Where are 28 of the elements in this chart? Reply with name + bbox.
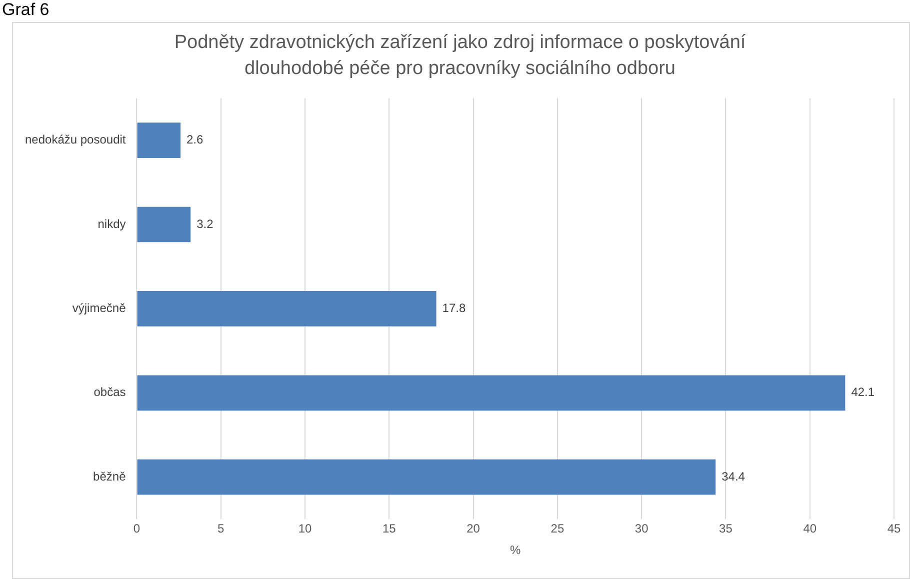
x-tick-label: 10 bbox=[298, 522, 312, 536]
chart-title: Podněty zdravotnických zařízení jako zdroj informace o poskytování dlouhodobé péče pro pracovníky sociálního odboru bbox=[173, 31, 747, 81]
data-label: 34.4 bbox=[722, 469, 746, 484]
data-label: 17.8 bbox=[442, 301, 466, 316]
bar bbox=[137, 375, 846, 411]
x-tick-label: 45 bbox=[887, 522, 901, 536]
x-tick-label: 40 bbox=[803, 522, 817, 536]
x-tick-label: 30 bbox=[634, 522, 649, 536]
data-label: 2.6 bbox=[186, 132, 204, 147]
x-axis-title: % bbox=[510, 543, 522, 558]
bar bbox=[137, 206, 191, 242]
y-tick-label: nikdy bbox=[98, 216, 126, 231]
data-label: 42.1 bbox=[851, 385, 875, 400]
y-tick-label: výjimečně bbox=[72, 301, 126, 316]
x-tick-label: 20 bbox=[466, 522, 480, 536]
x-tick-label: 15 bbox=[382, 522, 396, 536]
data-label: 3.2 bbox=[196, 216, 214, 231]
bar bbox=[137, 122, 180, 158]
x-tick-label: 35 bbox=[719, 522, 733, 536]
bar bbox=[137, 291, 436, 326]
x-tick-label: 0 bbox=[133, 522, 140, 536]
x-tick-label: 25 bbox=[550, 522, 564, 536]
y-tick-label: nedokážu posoudit bbox=[24, 132, 126, 147]
y-tick-label: běžně bbox=[93, 469, 126, 484]
text: Graf 6 bbox=[2, 0, 50, 20]
y-tick-label: občas bbox=[94, 385, 126, 400]
x-tick-label: 5 bbox=[218, 522, 225, 536]
bar bbox=[137, 459, 716, 495]
